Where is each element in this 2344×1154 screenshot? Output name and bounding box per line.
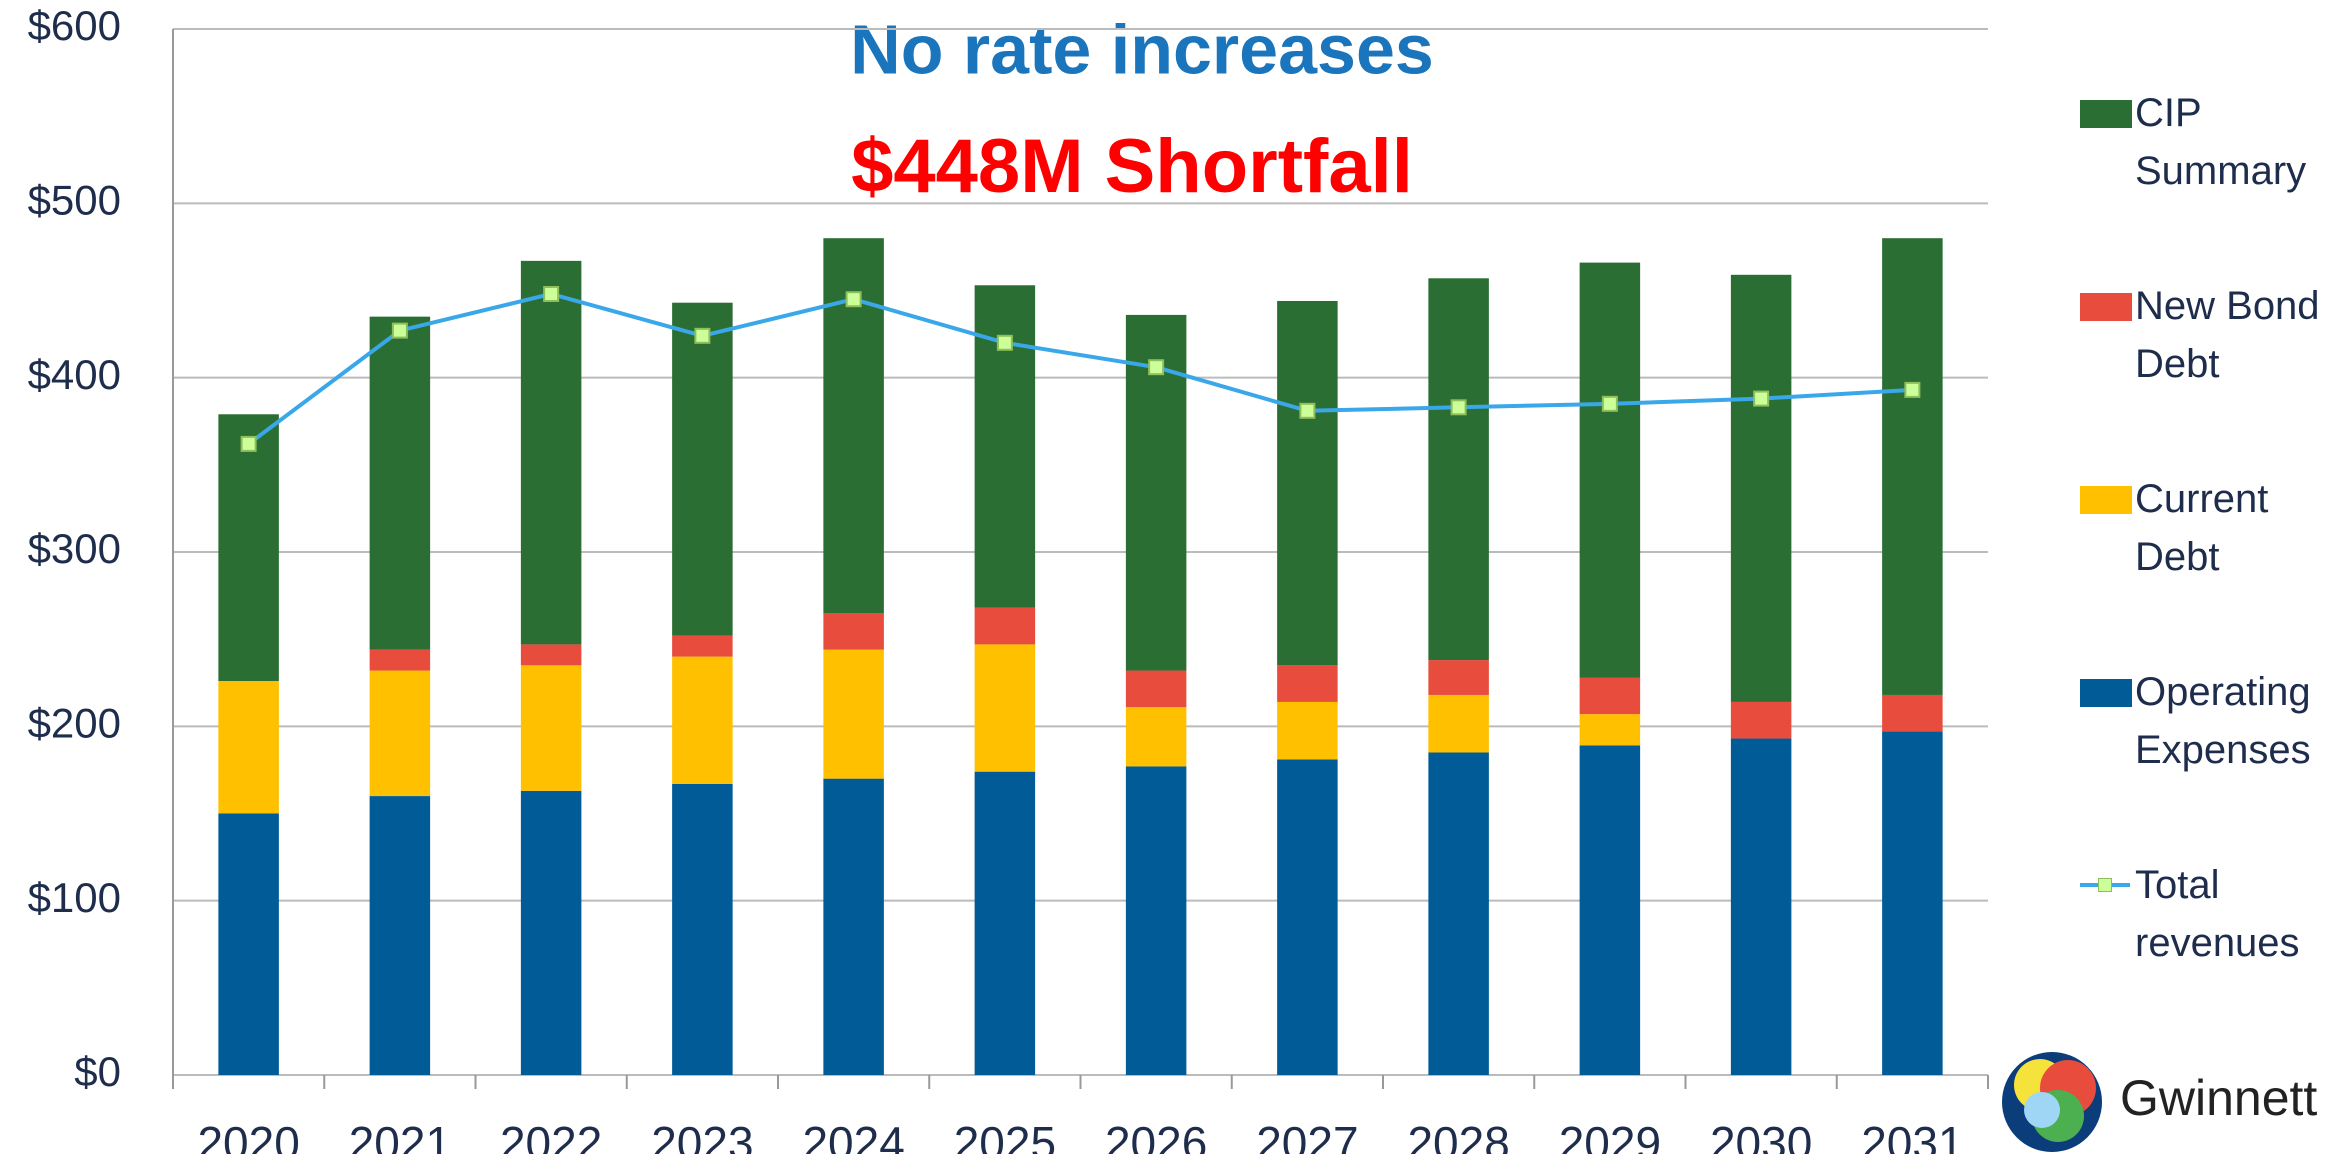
bar-segment [1579, 714, 1641, 746]
x-tick-label: 2021 [349, 1117, 451, 1154]
legend-swatch [2080, 293, 2132, 321]
x-tick-label: 2023 [651, 1117, 753, 1154]
legend-swatch [2080, 878, 2130, 892]
bar-segment [974, 607, 1036, 645]
x-tick-label: 2030 [1710, 1117, 1812, 1154]
bar-segment [1277, 701, 1338, 760]
line-marker [240, 435, 257, 452]
x-tick-label: 2029 [1559, 1117, 1661, 1154]
bar-segment [1428, 278, 1489, 661]
bar-segment [369, 649, 431, 671]
bar-segment [974, 285, 1036, 608]
bar-segment [520, 260, 582, 645]
legend-label: New Bond Debt [2135, 284, 2320, 386]
y-tick-label: $600 [28, 2, 121, 49]
bar-segment [1277, 759, 1338, 1075]
bar-segment [974, 644, 1036, 772]
bar-segment [823, 613, 884, 650]
y-tick-label: $200 [28, 699, 121, 746]
bar-segment [1277, 300, 1338, 666]
bar-segment [218, 681, 279, 814]
x-tick-label: 2028 [1407, 1117, 1509, 1154]
line-marker [845, 291, 862, 308]
bar-segment [1428, 694, 1489, 753]
bar-segment [1730, 701, 1792, 739]
bar-segment [672, 783, 733, 1075]
y-tick-label: $500 [28, 176, 121, 223]
bar-segment [1125, 766, 1187, 1075]
legend-label: Total revenues [2135, 863, 2300, 965]
bar-segment [1579, 677, 1641, 715]
bar-segment [823, 778, 884, 1075]
legend-swatch [2080, 100, 2132, 128]
legend-swatch [2080, 679, 2132, 707]
line-marker [1299, 402, 1316, 419]
x-tick-label: 2031 [1861, 1117, 1963, 1154]
bar-segment [672, 302, 733, 636]
bar-segment [369, 316, 431, 650]
bar-segment [1428, 660, 1489, 695]
bar-segment [1730, 274, 1792, 702]
line-marker [996, 334, 1013, 351]
bar-segment [520, 790, 582, 1075]
bar-segment [672, 635, 733, 657]
legend-swatch [2080, 486, 2132, 514]
x-tick-label: 2027 [1256, 1117, 1358, 1154]
bar-segment [1579, 745, 1641, 1075]
y-tick-label: $100 [28, 874, 121, 921]
legend-label: Current Debt [2135, 477, 2269, 579]
x-tick-label: 2024 [802, 1117, 904, 1154]
logo-text: Gwinnett [2120, 1070, 2317, 1126]
x-tick-label: 2022 [500, 1117, 602, 1154]
bar-segment [1882, 731, 1943, 1075]
bar-segment [369, 796, 431, 1075]
bar-segment [1277, 665, 1338, 702]
bar-segment [1428, 752, 1489, 1075]
bar-segment [1579, 262, 1641, 678]
bar-segment [1730, 738, 1792, 1075]
bar-segment [520, 644, 582, 666]
bar-segment [1125, 670, 1187, 708]
legend-marker [2098, 878, 2112, 892]
y-tick-label: $0 [74, 1048, 121, 1095]
y-tick-label: $300 [28, 525, 121, 572]
bar-segment [1882, 238, 1943, 695]
line-marker [1753, 390, 1770, 407]
line-marker [1904, 381, 1921, 398]
line [247, 291, 1913, 446]
bar-segment [974, 771, 1036, 1075]
bar-segment [1882, 694, 1943, 732]
bar-segment [218, 414, 279, 682]
line-marker [1601, 395, 1618, 412]
legend-label: Operating Expenses [2135, 670, 2311, 772]
bar-segment [672, 656, 733, 784]
bar-segment [218, 813, 279, 1075]
y-tick-label: $400 [28, 351, 121, 398]
logo: Gwinnett [2002, 1052, 2317, 1152]
legend-label: CIP Summary [2135, 91, 2307, 193]
chart-title: No rate increases [850, 10, 1434, 88]
x-tick-label: 2025 [954, 1117, 1056, 1154]
bar-segment [823, 649, 884, 779]
line-marker [1450, 399, 1467, 416]
line-marker [694, 327, 711, 344]
logo-blue [2024, 1092, 2060, 1128]
bar-segment [520, 665, 582, 791]
bar-segment [1125, 707, 1187, 767]
x-tick-label: 2020 [197, 1117, 299, 1154]
line-marker [543, 285, 560, 302]
line-marker [1148, 359, 1165, 376]
bar-segment [369, 670, 431, 797]
line-marker [391, 322, 408, 339]
x-tick-label: 2026 [1105, 1117, 1207, 1154]
chart-subtitle: $448M Shortfall [851, 124, 1413, 209]
